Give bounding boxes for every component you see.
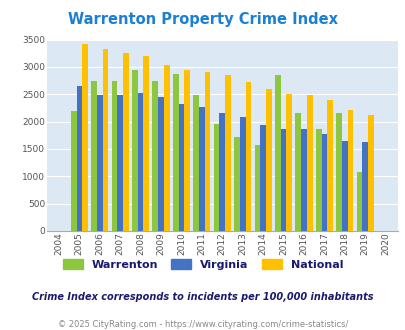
Bar (347, 110, 352, 231)
Bar (204, 72, 210, 231)
Bar (321, 134, 326, 231)
Bar (97, 95, 102, 231)
Bar (91, 81, 97, 231)
Bar (367, 115, 373, 231)
Bar (219, 113, 225, 231)
Bar (152, 81, 158, 231)
Bar (356, 172, 361, 231)
Bar (280, 129, 286, 231)
Bar (132, 70, 137, 231)
Bar (245, 82, 251, 231)
Bar (341, 141, 347, 231)
Bar (260, 125, 265, 231)
Bar (213, 124, 219, 231)
Bar (178, 104, 184, 231)
Bar (295, 113, 301, 231)
Bar (184, 70, 190, 231)
Bar (198, 107, 204, 231)
Legend: Warrenton, Virginia, National: Warrenton, Virginia, National (58, 255, 347, 274)
Bar (335, 113, 341, 231)
Bar (326, 100, 332, 231)
Bar (265, 89, 271, 231)
Bar (111, 81, 117, 231)
Text: © 2025 CityRating.com - https://www.cityrating.com/crime-statistics/: © 2025 CityRating.com - https://www.city… (58, 320, 347, 329)
Bar (274, 75, 280, 231)
Bar (82, 44, 88, 231)
Bar (286, 94, 291, 231)
Bar (254, 145, 260, 231)
Text: Warrenton Property Crime Index: Warrenton Property Crime Index (68, 12, 337, 26)
Bar (137, 93, 143, 231)
Text: Crime Index corresponds to incidents per 100,000 inhabitants: Crime Index corresponds to incidents per… (32, 292, 373, 302)
Bar (158, 97, 164, 231)
Bar (234, 137, 239, 231)
Bar (315, 129, 321, 231)
Bar (76, 86, 82, 231)
Bar (361, 142, 367, 231)
Bar (225, 75, 230, 231)
Bar (164, 65, 169, 231)
Bar (102, 49, 108, 231)
Bar (239, 117, 245, 231)
Bar (301, 129, 306, 231)
Bar (143, 56, 149, 231)
Bar (173, 74, 178, 231)
Bar (306, 95, 312, 231)
Bar (193, 95, 198, 231)
Bar (70, 111, 76, 231)
Bar (123, 53, 128, 231)
Bar (117, 95, 123, 231)
